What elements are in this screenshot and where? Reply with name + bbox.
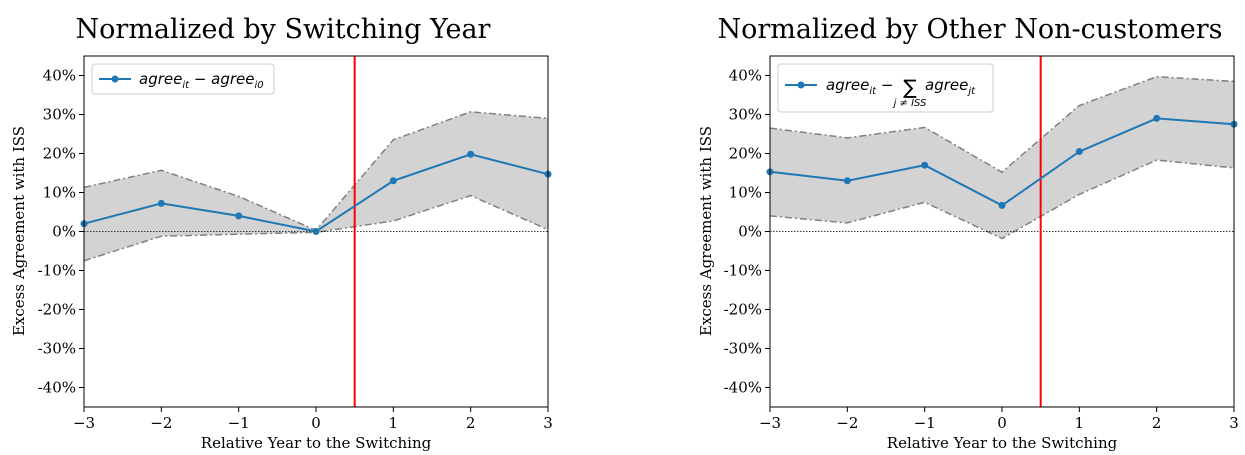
legend-label-minus: − agree bbox=[189, 70, 254, 88]
data-point bbox=[1075, 148, 1083, 156]
x-tick-label: 3 bbox=[1229, 414, 1239, 432]
data-point bbox=[921, 161, 929, 169]
y-axis-label: Excess Agreement with ISS bbox=[10, 126, 28, 336]
y-tick-label: -40% bbox=[38, 379, 76, 397]
y-tick-label: -10% bbox=[724, 262, 762, 280]
data-point bbox=[312, 228, 320, 235]
chart-other-noncustomers: Normalized by Other Non-customers −3 −2 −1… bbox=[697, 14, 1239, 452]
data-point bbox=[157, 199, 165, 207]
legend-label-main: agree bbox=[139, 70, 182, 88]
legend: agreeit − ∑ j ≠ ISS agreejt bbox=[777, 63, 994, 113]
y-tick-label: -20% bbox=[724, 301, 762, 319]
legend-marker-swatch bbox=[797, 81, 805, 89]
y-tick-label: 10% bbox=[43, 184, 76, 202]
data-point bbox=[235, 212, 243, 220]
x-tick-label: −2 bbox=[150, 414, 172, 432]
y-tick-label: -10% bbox=[38, 262, 76, 280]
x-tick-label: 3 bbox=[543, 414, 553, 432]
x-tick-label: 2 bbox=[1152, 414, 1162, 432]
x-tick-label: −3 bbox=[759, 414, 781, 432]
legend-marker-swatch bbox=[111, 75, 119, 83]
chart-switching-year: Normalized by Switching Year −3 −2 −1 0 1 2 3 -… bbox=[10, 14, 553, 452]
legend-label-sub-it: it bbox=[869, 86, 877, 97]
legend-label-main: agree bbox=[826, 76, 869, 94]
x-tick-label: −2 bbox=[836, 414, 858, 432]
x-tick-label: 0 bbox=[997, 414, 1007, 432]
legend-label-part1: agreeit − bbox=[826, 76, 893, 97]
ci-lower-line bbox=[769, 159, 1235, 240]
y-tick-label: 40% bbox=[43, 67, 76, 85]
legend-sum-symbol: ∑ bbox=[903, 75, 917, 99]
x-axis-label: Relative Year to the Switching bbox=[887, 434, 1118, 452]
data-point bbox=[843, 177, 851, 185]
legend-label: agreeit − agreei0 bbox=[139, 70, 264, 91]
ci-upper-line bbox=[769, 75, 1235, 174]
y-tick-label: 20% bbox=[729, 145, 762, 163]
legend-label-sub-it: it bbox=[182, 80, 190, 91]
x-tick-label: 1 bbox=[389, 414, 399, 432]
y-tick-label: -20% bbox=[38, 301, 76, 319]
legend-label-part2: agreejt bbox=[925, 76, 976, 97]
x-tick-label: −1 bbox=[914, 414, 936, 432]
x-tick-label: −3 bbox=[73, 414, 95, 432]
legend-label-sub-i0: i0 bbox=[255, 80, 264, 91]
data-point bbox=[389, 177, 397, 185]
y-tick-label: 30% bbox=[43, 106, 76, 124]
x-tick-label: 2 bbox=[466, 414, 476, 432]
y-tick-label: 10% bbox=[729, 184, 762, 202]
data-point bbox=[1153, 114, 1161, 122]
y-axis-label: Excess Agreement with ISS bbox=[697, 126, 715, 336]
data-point bbox=[998, 201, 1006, 209]
confidence-band bbox=[84, 111, 548, 261]
y-tick-label: 40% bbox=[729, 67, 762, 85]
legend-label-minus: − bbox=[876, 76, 893, 94]
data-point bbox=[467, 150, 475, 158]
chart-title: Normalized by Other Non-customers bbox=[718, 14, 1223, 45]
x-tick-label: 0 bbox=[311, 414, 321, 432]
legend-label-sub-jt: jt bbox=[966, 86, 976, 97]
x-tick-label: −1 bbox=[228, 414, 250, 432]
y-tick-label: -40% bbox=[724, 379, 762, 397]
legend-sum-subscript: j ≠ ISS bbox=[892, 98, 927, 109]
legend-label-after: agree bbox=[925, 76, 968, 94]
y-tick-label: 30% bbox=[729, 106, 762, 124]
y-tick-label: 20% bbox=[43, 145, 76, 163]
y-tick-label: 0% bbox=[52, 223, 76, 241]
chart-title: Normalized by Switching Year bbox=[76, 14, 491, 45]
y-tick-label: -30% bbox=[38, 340, 76, 358]
x-tick-label: 1 bbox=[1075, 414, 1085, 432]
y-tick-label: -30% bbox=[724, 340, 762, 358]
confidence-band bbox=[770, 76, 1234, 239]
legend: agreeit − agreei0 bbox=[91, 63, 275, 95]
y-tick-label: 0% bbox=[738, 223, 762, 241]
x-axis-label: Relative Year to the Switching bbox=[201, 434, 432, 452]
